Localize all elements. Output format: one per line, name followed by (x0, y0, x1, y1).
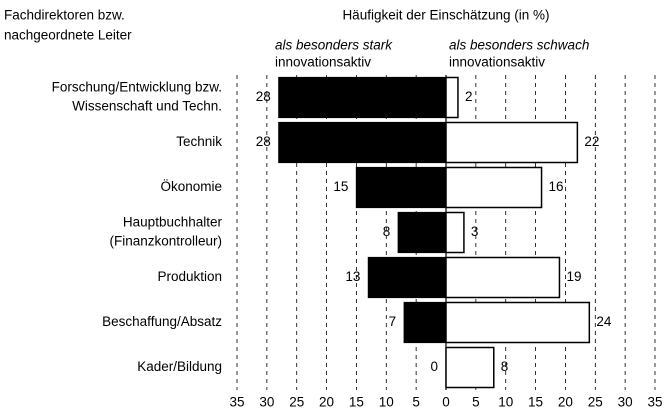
x-tick-label: 10 (498, 395, 513, 410)
x-tick-label: 10 (379, 395, 394, 410)
category-label: Hauptbuchhalter (123, 215, 223, 230)
category-label: Technik (176, 134, 222, 149)
x-tick-label: 20 (558, 395, 573, 410)
bar (445, 211, 465, 254)
value-label: 28 (256, 89, 271, 104)
x-tick-label: 5 (412, 395, 420, 410)
value-label: 0 (430, 359, 438, 374)
value-label: 13 (345, 269, 360, 284)
bar (403, 301, 447, 344)
category-label: (Finanzkontrolleur) (109, 234, 222, 249)
x-tick-label: 30 (618, 395, 633, 410)
value-label: 15 (333, 179, 348, 194)
x-tick-label: 0 (442, 395, 450, 410)
bar (445, 346, 495, 389)
bar (355, 166, 447, 209)
value-label: 24 (596, 314, 612, 329)
bar (397, 211, 447, 254)
value-label: 8 (383, 224, 391, 239)
bar (445, 166, 543, 209)
category-header: Fachdirektoren bzw. (4, 8, 125, 23)
x-tick-label: 35 (229, 395, 244, 410)
bar (367, 256, 447, 299)
value-label: 8 (501, 359, 509, 374)
category-label: Kader/Bildung (137, 359, 222, 374)
x-tick-label: 25 (588, 395, 603, 410)
category-label: Beschaffung/Absatz (102, 314, 222, 329)
bar (445, 256, 561, 299)
bar (445, 121, 579, 164)
x-tick-label: 25 (289, 395, 304, 410)
legend-label: innovationsaktiv (275, 55, 371, 70)
category-label: Ökonomie (160, 179, 222, 194)
category-label: Produktion (157, 269, 222, 284)
value-label: 7 (389, 314, 397, 329)
x-tick-label: 5 (472, 395, 480, 410)
value-label: 3 (471, 224, 479, 239)
legend-label: als besonders schwach (449, 38, 589, 53)
bar (445, 76, 459, 119)
bar (445, 301, 591, 344)
legend-label: als besonders stark (275, 38, 393, 53)
x-tick-label: 15 (528, 395, 543, 410)
category-label: Forschung/Entwicklung bzw. (52, 80, 222, 95)
value-label: 2 (465, 89, 473, 104)
bar (278, 76, 447, 119)
value-label: 19 (566, 269, 581, 284)
category-label: Wissenschaft und Techn. (72, 99, 222, 114)
bar (278, 121, 447, 164)
value-label: 16 (549, 179, 564, 194)
x-tick-label: 35 (647, 395, 662, 410)
chart-title: Häufigkeit der Einschätzung (in %) (342, 8, 549, 23)
legend-label: innovationsaktiv (449, 55, 545, 70)
value-label: 22 (584, 134, 599, 149)
value-label: 28 (256, 134, 271, 149)
x-tick-label: 30 (259, 395, 274, 410)
x-tick-label: 15 (349, 395, 364, 410)
category-header: nachgeordnete Leiter (4, 28, 132, 43)
x-tick-label: 20 (319, 395, 334, 410)
